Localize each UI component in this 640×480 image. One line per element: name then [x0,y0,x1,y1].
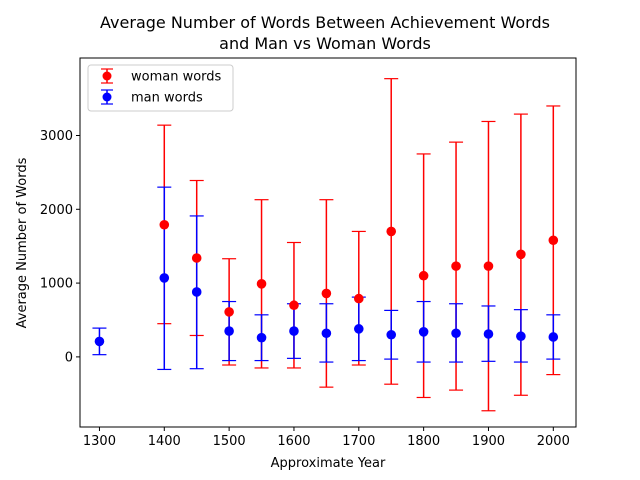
legend-item-man-words: man words [101,89,203,106]
error-bars [92,78,561,412]
y-axis-label: Average Number of Words [15,157,30,328]
woman-words-point [159,219,170,230]
data-points [94,219,559,347]
plot-frame [79,57,577,428]
axis-ticks: 1300 1400 1500 1600 1700 1800 1900 2000 0 1000 200… [40,129,570,449]
x-tick-label: 1400 [148,434,181,449]
woman-words-point [256,279,267,289]
woman-words-point [224,307,234,317]
woman-words-point [483,261,494,271]
man-words-point [191,287,202,297]
man-words-point [516,331,526,342]
man-words-point [289,326,299,336]
woman-words-point [321,288,332,299]
legend-label: man words [131,91,203,106]
x-tick-label: 1900 [472,434,505,449]
legend-marker [102,71,112,81]
man-words-point [386,329,397,340]
x-tick-label: 1300 [83,434,116,449]
woman-words-point [353,293,364,304]
chart-title-line-1: Average Number of Words Between Achievem… [100,13,550,32]
chart-title-line-2: and Man vs Woman Words [219,34,431,53]
x-tick-label: 1600 [277,434,310,449]
x-tick-label: 1500 [213,434,246,449]
y-tick-label: 0 [65,350,73,365]
woman-words-point [418,270,429,281]
man-words-point [418,326,429,337]
man-words-point [483,329,494,339]
man-words-point [256,332,267,343]
legend-marker [102,92,112,102]
man-words-point [548,332,559,342]
x-tick-label: 2000 [537,434,570,449]
woman-words-point [191,253,202,263]
x-tick-label: 1800 [407,434,440,449]
man-words-point [159,273,170,283]
y-tick-label: 3000 [40,129,73,144]
woman-words-point [386,226,397,237]
man-words-point [224,326,234,336]
legend: woman words man words [87,64,234,112]
x-tick-label: 1700 [342,434,375,449]
woman-words-point [548,235,559,246]
man-words-point [353,324,364,334]
woman-words-point [516,249,526,260]
man-words-point [321,328,332,339]
legend-frame [87,64,234,112]
legend-label: woman words [131,70,222,85]
y-tick-label: 2000 [40,203,73,218]
woman-words-point [289,300,299,311]
man-words-point [451,328,461,339]
woman-words-point [451,261,461,271]
man-words-point [94,336,105,347]
x-axis-label: Approximate Year [271,456,386,471]
y-tick-label: 1000 [40,277,73,292]
legend-item-woman-words: woman words [101,68,222,85]
